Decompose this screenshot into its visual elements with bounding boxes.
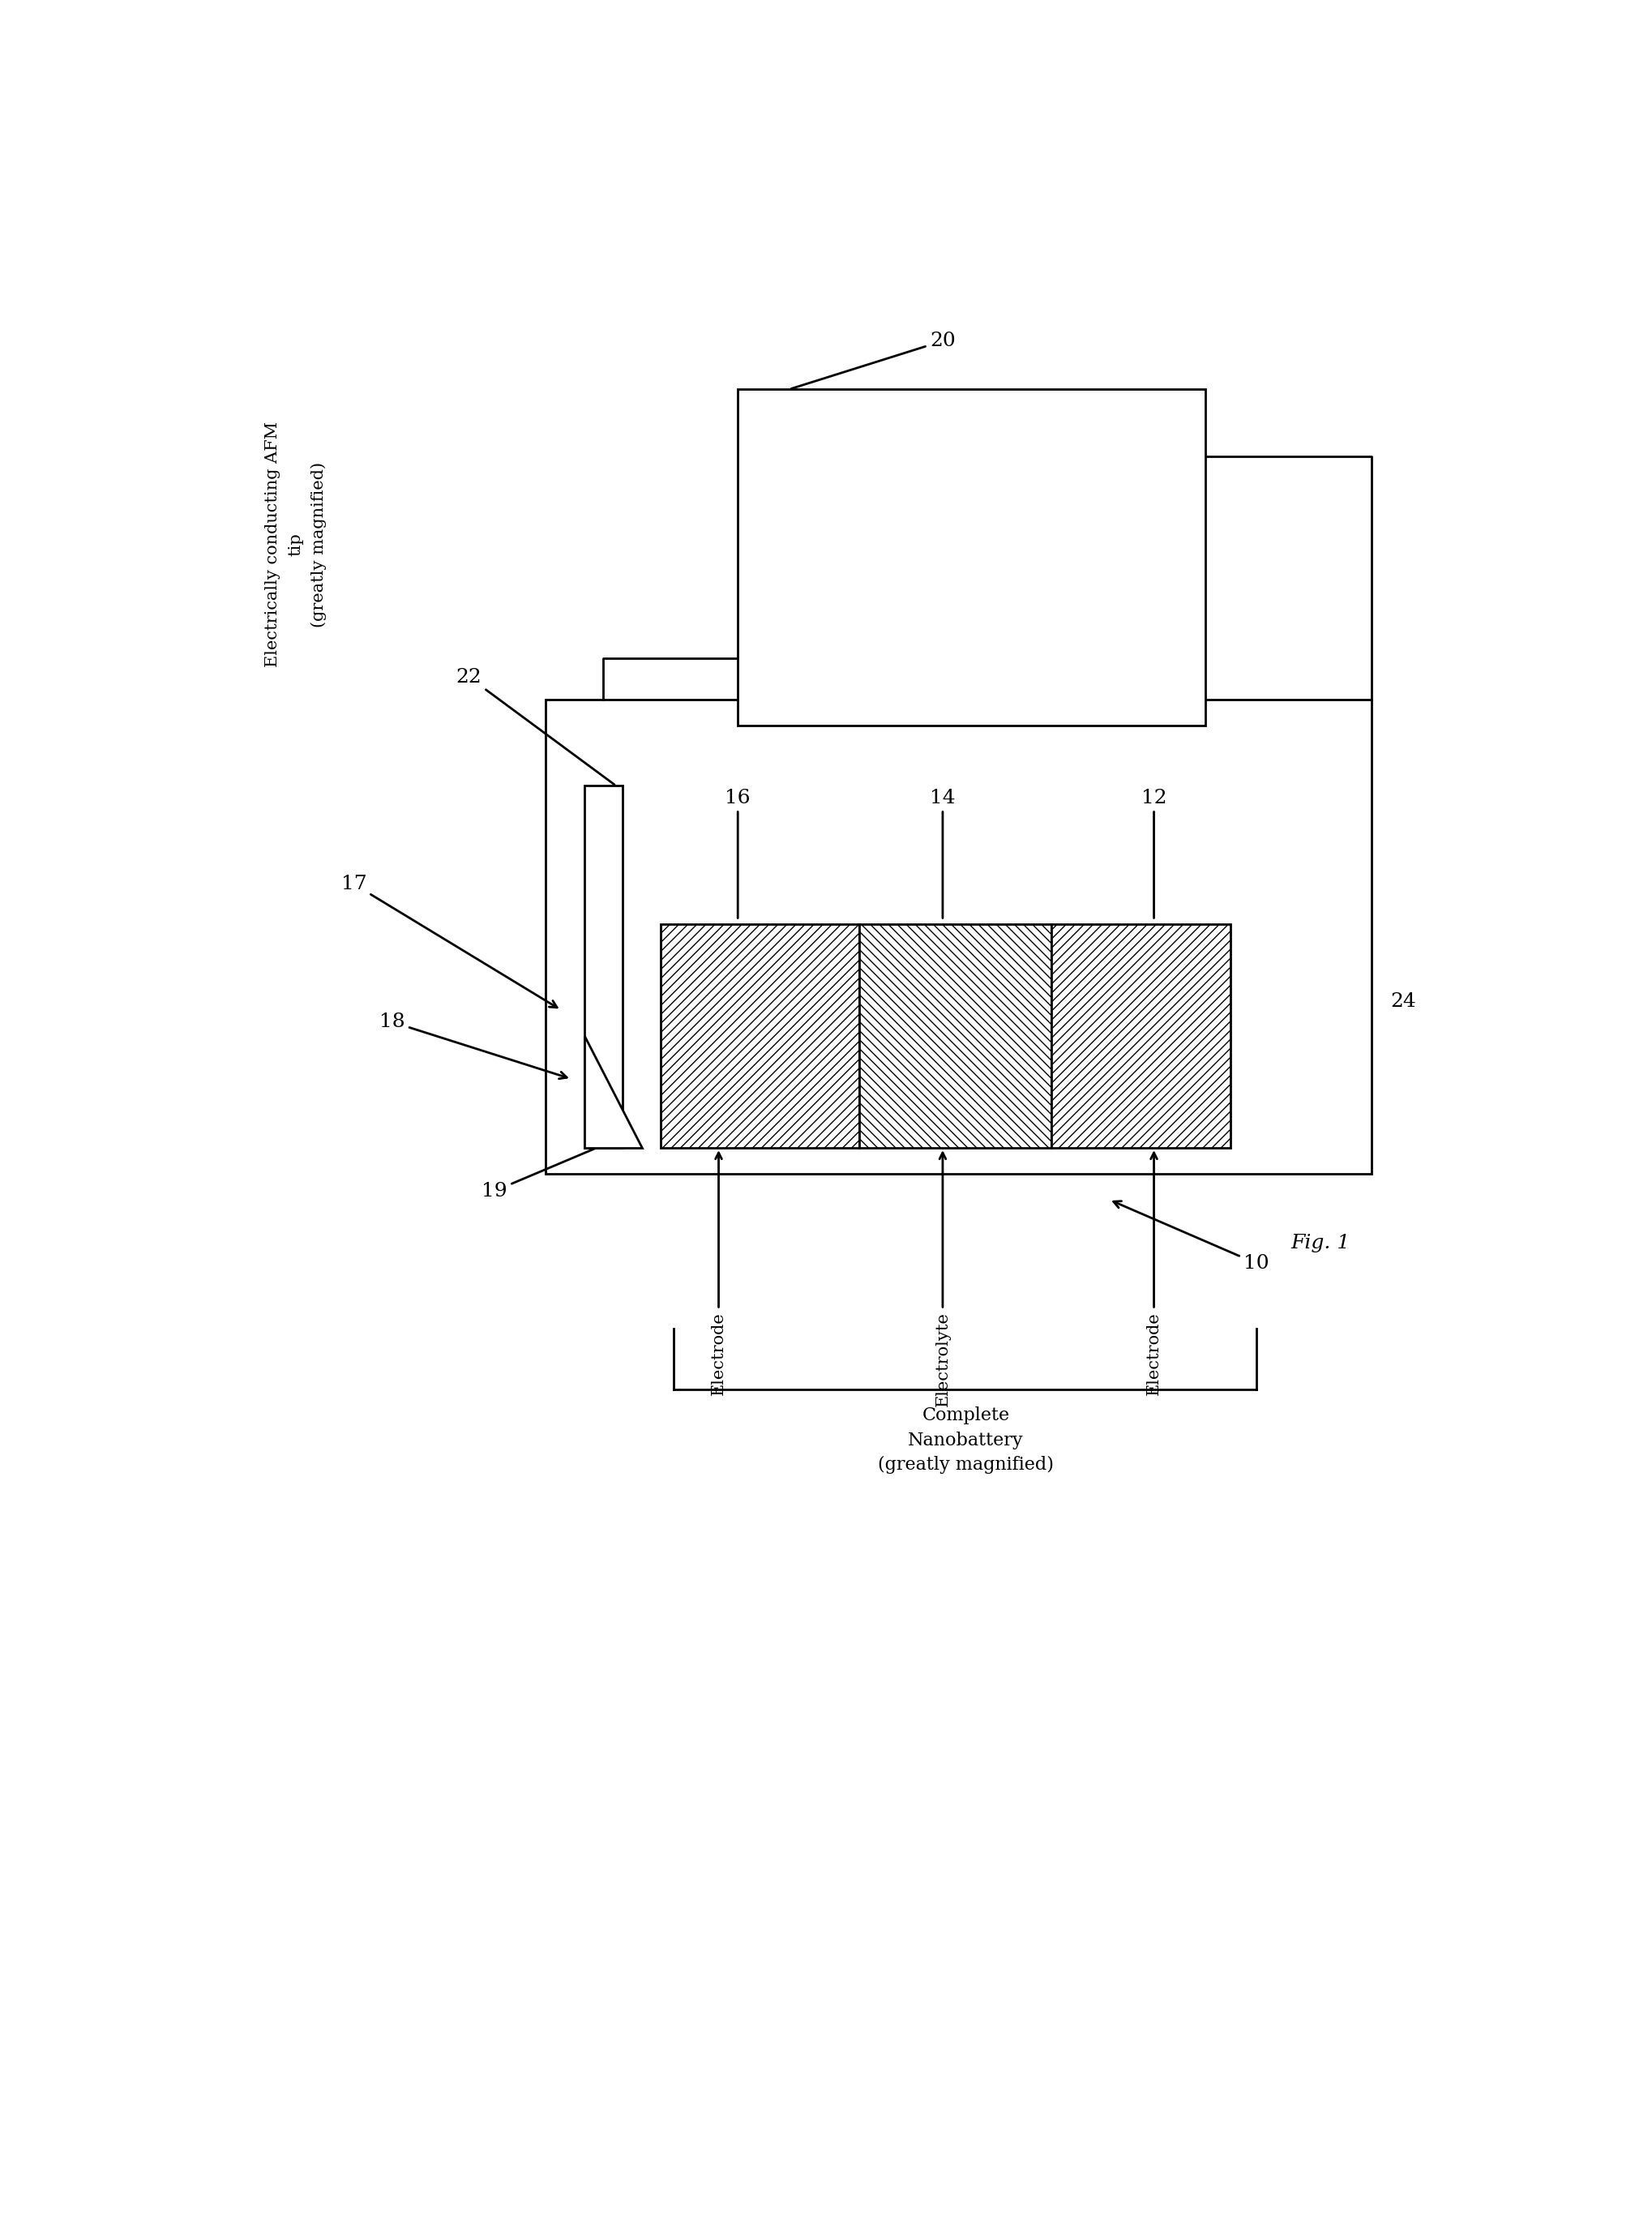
Text: Electrolyte: Electrolyte (935, 1153, 950, 1406)
Text: 19: 19 (482, 1135, 624, 1200)
Text: 14: 14 (930, 788, 955, 918)
Text: 24: 24 (1391, 992, 1416, 1010)
Text: 17: 17 (340, 875, 557, 1008)
Text: 22: 22 (456, 667, 615, 784)
Text: Charging/discharging and
electrochemical
characterization
instrumentation: Charging/discharging and electrochemical… (852, 510, 1090, 605)
Text: Electrode: Electrode (710, 1153, 727, 1395)
Bar (1052, 925, 1231, 1149)
Bar (545, 701, 1371, 1173)
Text: Electrically conducting AFM
tip
(greatly magnified): Electrically conducting AFM tip (greatly… (266, 421, 327, 667)
Bar (859, 925, 1051, 1149)
Text: 12: 12 (1142, 788, 1166, 918)
Text: 10: 10 (1113, 1200, 1269, 1272)
Text: 16: 16 (725, 788, 750, 918)
Polygon shape (585, 1037, 641, 1149)
Text: Fig. 1: Fig. 1 (1290, 1234, 1350, 1252)
Bar (585, 786, 623, 1149)
Text: Complete
Nanobattery
(greatly magnified): Complete Nanobattery (greatly magnified) (877, 1406, 1054, 1473)
Text: 20: 20 (791, 331, 955, 390)
Bar (661, 925, 859, 1149)
Text: Electrode: Electrode (1146, 1153, 1161, 1395)
Text: 18: 18 (380, 1012, 567, 1079)
Bar (738, 390, 1204, 725)
